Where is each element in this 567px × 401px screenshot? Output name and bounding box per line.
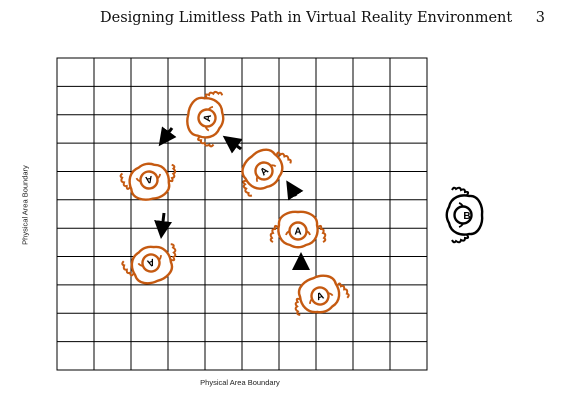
arrow-icon bbox=[222, 135, 243, 154]
user-a-position-2: A bbox=[269, 210, 327, 249]
user-a-position-1: A bbox=[286, 267, 353, 322]
user-a-label: A bbox=[202, 114, 214, 123]
page-header: Designing Limitless Path in Virtual Real… bbox=[0, 10, 567, 30]
arrow-icon bbox=[286, 180, 304, 201]
user-a-label: A bbox=[145, 256, 156, 269]
user-a-position-4: A bbox=[182, 86, 229, 149]
user-b-label: B bbox=[463, 211, 470, 222]
page-number: 3 bbox=[535, 10, 545, 26]
arrow-icon bbox=[158, 126, 177, 147]
bottom-boundary-label: Physical Area Boundary bbox=[200, 378, 280, 387]
left-boundary-label: Physical Area Boundary bbox=[20, 165, 30, 245]
grid bbox=[56, 57, 428, 371]
user-a-label: A bbox=[294, 227, 301, 238]
user-a-label: A bbox=[144, 173, 153, 185]
running-title: Designing Limitless Path in Virtual Real… bbox=[100, 10, 513, 26]
user-a-position-3: A bbox=[229, 137, 297, 203]
arrow-icon bbox=[154, 212, 172, 239]
user-a-position-5: A bbox=[118, 158, 181, 205]
user-a-label: A bbox=[315, 291, 326, 304]
movement-arrows bbox=[154, 126, 310, 270]
bottom-boundary-label-wrap: Physical Area Boundary bbox=[0, 378, 480, 387]
user-a-position-6: A bbox=[118, 237, 185, 292]
